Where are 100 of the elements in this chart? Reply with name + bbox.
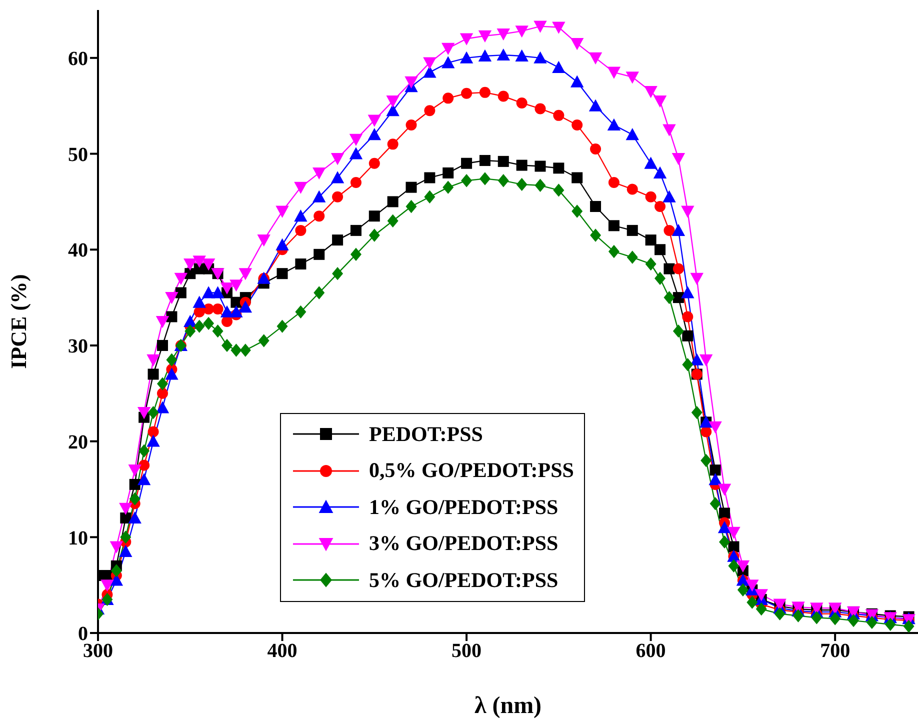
- point: [332, 266, 344, 280]
- point: [192, 296, 206, 308]
- x-axis-title: λ (nm): [474, 693, 542, 719]
- point: [194, 320, 205, 333]
- point: [662, 124, 676, 136]
- point: [644, 86, 658, 98]
- point: [572, 204, 583, 218]
- point: [314, 210, 325, 222]
- x-tick-label: 300: [83, 640, 113, 662]
- point: [230, 305, 243, 318]
- point: [138, 444, 150, 458]
- point: [230, 280, 243, 292]
- point: [148, 426, 159, 438]
- point: [572, 172, 583, 184]
- point: [719, 508, 730, 519]
- point: [664, 224, 675, 236]
- point: [553, 110, 564, 121]
- point: [314, 286, 325, 300]
- point: [238, 300, 252, 313]
- point: [119, 502, 132, 515]
- point: [211, 286, 224, 298]
- point: [314, 248, 325, 260]
- legend-label: 0,5% GO/PEDOT:PSS: [369, 458, 574, 484]
- point: [175, 287, 186, 298]
- point: [406, 182, 417, 193]
- point: [368, 228, 380, 242]
- point: [626, 72, 639, 84]
- point: [257, 234, 270, 247]
- point: [442, 56, 455, 68]
- point: [461, 88, 472, 99]
- point: [478, 30, 492, 42]
- point: [653, 96, 667, 108]
- point: [552, 60, 566, 74]
- point: [664, 263, 675, 274]
- point: [516, 97, 528, 108]
- point: [424, 172, 436, 184]
- point: [387, 196, 398, 208]
- point: [240, 344, 251, 357]
- point: [588, 99, 602, 112]
- point: [572, 120, 583, 131]
- y-tick-label: 50: [68, 144, 88, 166]
- point: [192, 256, 206, 268]
- point: [607, 66, 621, 79]
- y-tick-label: 60: [68, 48, 88, 70]
- point: [552, 22, 566, 34]
- point: [156, 316, 170, 328]
- point: [590, 228, 602, 242]
- point: [184, 258, 197, 271]
- point: [672, 153, 686, 166]
- point: [728, 541, 740, 552]
- point: [129, 492, 140, 506]
- point: [570, 38, 584, 50]
- point: [166, 353, 178, 366]
- point: [276, 238, 289, 250]
- point: [119, 544, 132, 558]
- point: [129, 478, 140, 490]
- point: [479, 172, 490, 186]
- point: [350, 177, 362, 188]
- point: [442, 167, 454, 178]
- point: [156, 377, 168, 390]
- point: [212, 324, 224, 338]
- x-tick-label: 700: [820, 640, 850, 662]
- point: [570, 75, 584, 88]
- point: [700, 426, 712, 438]
- point: [212, 304, 224, 315]
- point: [534, 178, 546, 192]
- point: [148, 368, 159, 380]
- point: [534, 103, 546, 114]
- point: [682, 311, 694, 322]
- point: [404, 76, 418, 88]
- point: [221, 338, 232, 352]
- point: [699, 354, 713, 366]
- point: [442, 42, 455, 55]
- point: [553, 162, 564, 174]
- point: [386, 96, 400, 108]
- legend-label: 5% GO/PEDOT:PSS: [369, 568, 558, 593]
- point: [424, 190, 436, 204]
- point: [368, 114, 382, 127]
- point: [644, 156, 658, 169]
- point: [368, 158, 380, 169]
- point: [774, 607, 786, 620]
- point: [708, 421, 722, 434]
- point: [461, 158, 472, 169]
- point: [220, 282, 234, 295]
- point: [295, 224, 306, 236]
- x-tick-label: 500: [452, 640, 482, 662]
- point: [406, 200, 417, 214]
- point: [534, 20, 547, 33]
- point: [203, 316, 214, 330]
- point: [387, 138, 398, 150]
- point: [534, 51, 547, 64]
- point: [710, 497, 721, 510]
- point: [737, 583, 748, 596]
- point: [654, 272, 666, 285]
- point: [442, 180, 454, 194]
- point: [496, 28, 510, 41]
- point: [653, 166, 667, 178]
- point: [626, 184, 638, 195]
- point: [349, 147, 363, 160]
- point: [708, 473, 722, 486]
